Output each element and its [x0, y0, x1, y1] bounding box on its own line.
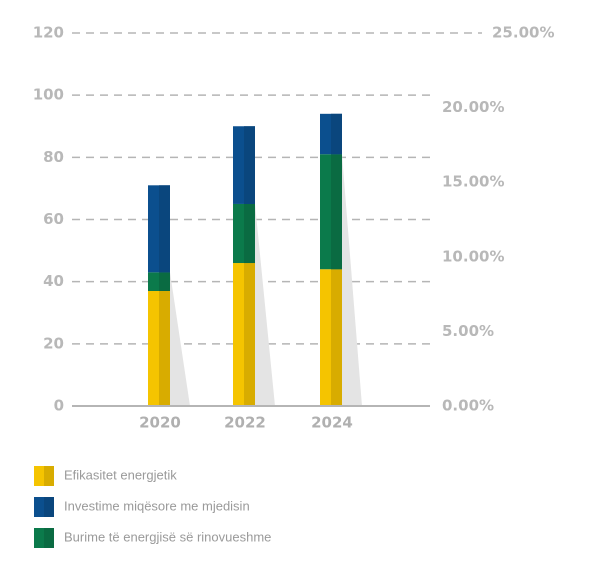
legend-label: Efikasitet energjetik — [64, 467, 177, 482]
bar-segment-shade — [159, 290, 170, 406]
legend-swatch-shade — [44, 497, 54, 517]
y2-tick-label: 5.00% — [442, 322, 494, 340]
bar-segment-shade — [159, 185, 170, 273]
legend-swatch-shade — [44, 466, 54, 486]
bar-segment-shade — [244, 126, 255, 204]
y2-tick-label: 0.00% — [442, 397, 494, 415]
bar-shadow — [255, 203, 275, 406]
y2-tick-label: 20.00% — [442, 98, 504, 116]
bar-segment-shade — [244, 263, 255, 406]
y2-tick-label: 25.00% — [492, 24, 554, 42]
y2-tick-label: 15.00% — [442, 173, 504, 191]
bar-segment-shade — [331, 113, 342, 155]
y-tick-label: 100 — [33, 86, 64, 104]
bar-shadow — [342, 154, 362, 406]
y2-tick-label: 10.00% — [442, 247, 504, 265]
legend-label: Investime miqësore me mjedisin — [64, 498, 250, 513]
y-tick-label: 60 — [43, 210, 64, 228]
y-tick-label: 120 — [33, 24, 64, 42]
bar-segment-shade — [244, 203, 255, 264]
legend-swatch-shade — [44, 528, 54, 548]
y-tick-label: 80 — [43, 148, 64, 166]
y-tick-label: 0 — [54, 397, 64, 415]
y-tick-label: 20 — [43, 334, 64, 352]
bar-segment-shade — [331, 269, 342, 406]
bar-shadow — [170, 272, 190, 406]
x-tick-label: 2024 — [311, 414, 353, 432]
y-tick-label: 40 — [43, 272, 64, 290]
bar-segment-shade — [331, 154, 342, 270]
bar-segment-shade — [159, 272, 170, 291]
x-tick-label: 2022 — [224, 414, 266, 432]
legend-label: Burime të energjisë së rinovueshme — [64, 529, 271, 544]
x-tick-label: 2020 — [139, 414, 181, 432]
